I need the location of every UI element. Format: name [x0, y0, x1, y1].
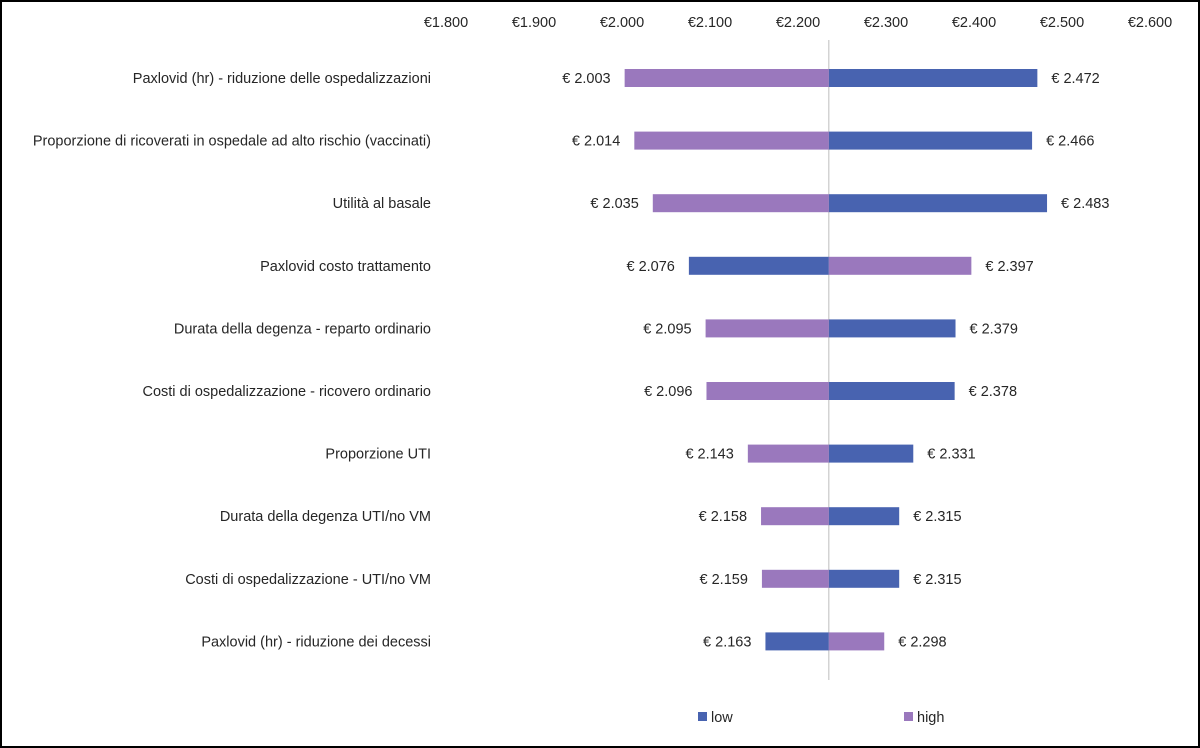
legend-label-low: low — [711, 710, 733, 726]
data-label-high: € 2.014 — [572, 134, 620, 150]
data-label-high: € 2.095 — [643, 321, 691, 337]
bar-high — [828, 256, 972, 275]
data-label-low: € 2.076 — [626, 259, 674, 275]
category-label: Costi di ospedalizzazione - UTI/no VM — [185, 572, 431, 588]
x-tick-label: €2.500 — [1040, 15, 1084, 31]
bar-high — [828, 632, 885, 651]
data-label-high: € 2.096 — [644, 384, 692, 400]
bar-low — [828, 444, 914, 463]
data-label-low: € 2.483 — [1061, 196, 1109, 212]
bar-low — [828, 382, 955, 400]
data-label-high: € 2.397 — [985, 259, 1033, 275]
bar-low — [765, 632, 829, 651]
category-label: Proporzione UTI — [325, 447, 431, 463]
data-label-high: € 2.158 — [699, 509, 747, 525]
bar-low — [688, 256, 829, 275]
data-label-low: € 2.379 — [970, 321, 1018, 337]
category-label: Paxlovid (hr) - riduzione delle ospedali… — [133, 71, 431, 87]
bar-high — [634, 131, 829, 150]
bar-high — [706, 382, 829, 400]
legend-swatch-low — [698, 712, 707, 721]
bar-low — [828, 69, 1038, 87]
x-tick-label: €2.000 — [600, 15, 644, 31]
x-tick-label: €2.400 — [952, 15, 996, 31]
category-label: Utilità al basale — [333, 196, 431, 212]
x-tick-label: €1.800 — [424, 15, 468, 31]
bar-high — [705, 319, 829, 338]
bar-low — [828, 131, 1033, 150]
category-label: Paxlovid (hr) - riduzione dei decessi — [201, 634, 431, 650]
data-label-low: € 2.472 — [1051, 71, 1099, 87]
data-label-low: € 2.378 — [969, 384, 1017, 400]
bar-low — [828, 507, 900, 526]
x-tick-label: €2.600 — [1128, 15, 1172, 31]
data-label-low: € 2.331 — [927, 447, 975, 463]
category-label: Proporzione di ricoverati in ospedale ad… — [33, 134, 431, 150]
x-tick-label: €2.300 — [864, 15, 908, 31]
bar-low — [828, 569, 900, 588]
data-label-high: € 2.159 — [700, 572, 748, 588]
x-tick-label: €2.200 — [776, 15, 820, 31]
bar-low — [828, 194, 1048, 213]
data-label-high: € 2.035 — [590, 196, 638, 212]
data-label-high: € 2.298 — [898, 634, 946, 650]
bar-high — [761, 569, 829, 588]
bar-high — [652, 194, 829, 213]
data-label-low: € 2.315 — [913, 572, 961, 588]
category-label: Durata della degenza UTI/no VM — [220, 509, 431, 525]
bar-high — [747, 444, 829, 463]
data-label-low: € 2.315 — [913, 509, 961, 525]
data-label-high: € 2.143 — [685, 447, 733, 463]
bar-high — [761, 507, 829, 526]
category-label: Durata della degenza - reparto ordinario — [174, 321, 431, 337]
bar-high — [624, 69, 829, 87]
data-label-low: € 2.163 — [703, 634, 751, 650]
data-label-low: € 2.466 — [1046, 134, 1094, 150]
x-tick-label: €2.100 — [688, 15, 732, 31]
x-tick-label: €1.900 — [512, 15, 556, 31]
category-label: Paxlovid costo trattamento — [260, 259, 431, 275]
legend-swatch-high — [904, 712, 913, 721]
bar-low — [828, 319, 956, 338]
data-label-high: € 2.003 — [562, 71, 610, 87]
legend-label-high: high — [917, 710, 944, 726]
category-label: Costi di ospedalizzazione - ricovero ord… — [142, 384, 431, 400]
